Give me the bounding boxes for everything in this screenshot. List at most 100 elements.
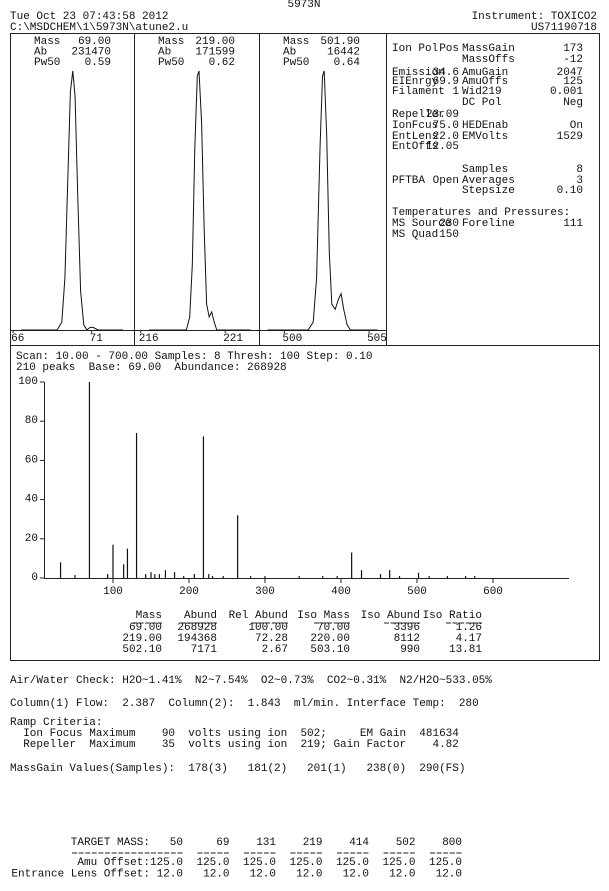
param-value: On: [570, 120, 583, 132]
y-tick-label: 80: [25, 415, 38, 427]
table-header: Rel Abund: [229, 610, 288, 622]
param-value: 75.0: [433, 120, 459, 132]
param-value: 150: [439, 229, 459, 241]
peak-label: Mass: [158, 36, 184, 48]
param-value: 2047: [557, 67, 583, 79]
x-tick-label: 600: [483, 586, 503, 598]
target-value: 12.0: [157, 869, 183, 881]
table-cell: 503.10: [310, 644, 350, 656]
param-label: Filament: [392, 86, 445, 98]
report-line: Air/Water Check: H2O~1.41% N2~7.54% O2~0…: [10, 675, 492, 687]
param-value: Open: [433, 175, 459, 187]
table-cell: 72.28: [255, 633, 288, 645]
target-mass: 502: [396, 837, 416, 849]
peak-label: Pw50: [34, 57, 60, 69]
target-value: 125.0: [150, 857, 183, 869]
x-tick-label: 400: [331, 586, 351, 598]
param-label: Ion Pol: [392, 43, 438, 55]
scan-info: 210 peaks Base: 69.00 Abundance: 268928: [16, 362, 287, 374]
peak-value: 171599: [195, 47, 235, 59]
peak-label: Pw50: [283, 57, 309, 69]
scan-info: Scan: 10.00 - 700.00 Samples: 8 Thresh: …: [16, 351, 372, 363]
param-label: PFTBA: [392, 175, 425, 187]
table-cell: 13.81: [449, 644, 482, 656]
param-label: MS Source: [392, 218, 451, 230]
x-tick-label: 300: [255, 586, 275, 598]
peak-value: 219.00: [195, 36, 235, 48]
peak-value: 501.90: [320, 36, 360, 48]
table-header: Abund: [184, 610, 217, 622]
y-tick-label: 20: [25, 533, 38, 545]
target-value: 12.0: [296, 869, 322, 881]
param-value: 1529: [557, 131, 583, 143]
param-label: MassOffs: [462, 54, 515, 66]
report-line: Ramp Criteria:: [10, 717, 102, 729]
table-cell: 2.67: [262, 644, 288, 656]
table-cell: 70.00: [317, 622, 350, 634]
report-line: Repeller Maximum 35 volts using ion 219;…: [10, 739, 459, 751]
file-path: C:\MSDCHEM\1\5973N\atune2.u: [10, 22, 188, 34]
peak-value: 0.62: [209, 57, 235, 69]
table-header: Iso Mass: [297, 610, 350, 622]
param-value: 34.6: [433, 67, 459, 79]
peak-label: Ab: [158, 47, 171, 59]
table-cell: 69.00: [129, 622, 162, 634]
y-tick-label: 0: [31, 572, 38, 584]
param-value: 1: [452, 86, 459, 98]
target-label: Amu Offset:: [77, 857, 150, 869]
x-tick-label: 100: [103, 586, 123, 598]
param-value: -12: [563, 54, 583, 66]
param-value: 230: [439, 218, 459, 230]
report-line: Column(1) Flow: 2.387 Column(2): 1.843 m…: [10, 698, 479, 710]
y-tick-label: 40: [25, 494, 38, 506]
param-label: Foreline: [462, 218, 515, 230]
param-label: HEDEnab: [462, 120, 508, 132]
table-header: Mass: [136, 610, 162, 622]
target-value: 12.0: [343, 869, 369, 881]
param-value: Neg: [563, 97, 583, 109]
x-tick-label: 216: [139, 333, 159, 345]
table-cell: 268928: [177, 622, 217, 634]
peak-value: 69.00: [78, 36, 111, 48]
table-cell: 194368: [177, 633, 217, 645]
datetime: Tue Oct 23 07:43:58 2012: [10, 11, 168, 23]
peak-label: Mass: [283, 36, 309, 48]
param-label: Stepsize: [462, 185, 515, 197]
param-value: 23.09: [426, 109, 459, 121]
target-value: 125.0: [243, 857, 276, 869]
param-value: 69.9: [433, 76, 459, 88]
target-value: 125.0: [196, 857, 229, 869]
param-value: 173: [563, 43, 583, 55]
target-value: 125.0: [382, 857, 415, 869]
peak-value: 231470: [71, 47, 111, 59]
peak-label: Pw50: [158, 57, 184, 69]
param-value: 111: [563, 218, 583, 230]
target-label: Entrance Lens Offset:: [11, 869, 150, 881]
param-label: Wid219: [462, 86, 502, 98]
param-value: Pos: [439, 43, 459, 55]
param-label: MS Quad: [392, 229, 438, 241]
table-cell: 1.26: [456, 622, 482, 634]
peak-label: Ab: [283, 47, 296, 59]
target-value: 12.0: [250, 869, 276, 881]
frame: [10, 33, 600, 661]
param-value: 22.0: [433, 131, 459, 143]
param-label: EIEnrgy: [392, 76, 439, 88]
peak-label: Ab: [34, 47, 47, 59]
param-value: 0.10: [557, 185, 583, 197]
table-cell: 4.17: [456, 633, 482, 645]
param-value: 12.05: [426, 141, 459, 153]
y-tick-label: 60: [25, 454, 38, 466]
target-mass: 50: [170, 837, 183, 849]
table-header: Iso Ratio: [423, 610, 482, 622]
table-cell: 502.10: [122, 644, 162, 656]
temps-title: Temperatures and Pressures:: [392, 207, 570, 219]
profile-line: [21, 70, 123, 331]
table-header: Iso Abund: [361, 610, 420, 622]
param-label: IonFcus: [392, 120, 438, 132]
table-cell: 8112: [394, 633, 420, 645]
param-label: EntLens: [392, 131, 438, 143]
param-value: 125: [563, 76, 583, 88]
